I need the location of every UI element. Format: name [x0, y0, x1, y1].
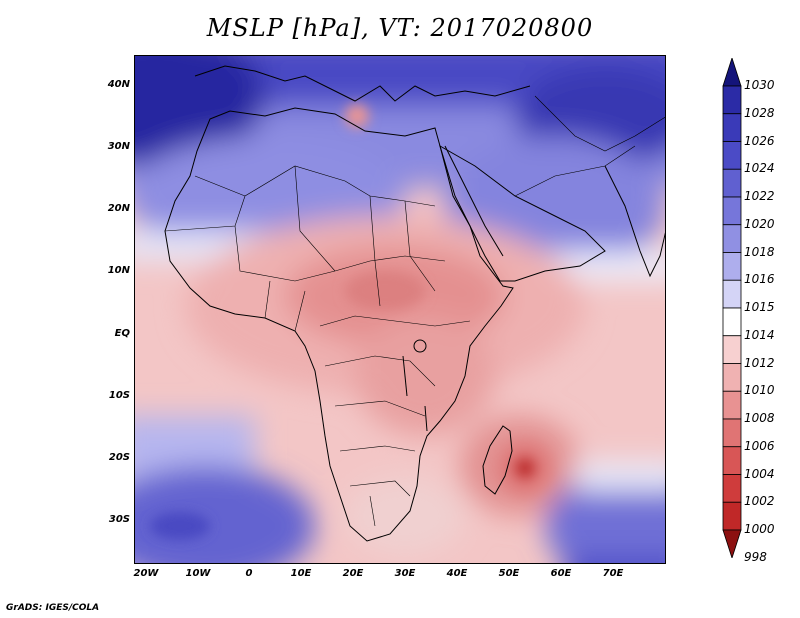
colorbar-swatch [722, 335, 742, 364]
map-title: MSLP [hPa], VT: 2017020800 [206, 14, 594, 42]
colorbar-label: 1006 [744, 438, 775, 453]
lat-label-10n: 10N [107, 265, 130, 276]
colorbar-swatch [722, 113, 742, 142]
lon-label-60e: 60E [550, 568, 572, 579]
lat-label-eq: EQ [114, 328, 130, 339]
colorbar-swatch [722, 501, 742, 531]
colorbar-swatch [722, 307, 742, 337]
lon-label-30e: 30E [394, 568, 416, 579]
colorbar-label: 1014 [744, 327, 775, 342]
colorbar-label: 1030 [744, 78, 775, 92]
colorbar-label: 1010 [744, 383, 775, 398]
lat-label-20n: 20N [107, 203, 130, 214]
lat-label-30s: 30S [108, 514, 130, 525]
colorbar-label: 1020 [744, 216, 775, 231]
colorbar-label: 1028 [744, 105, 775, 120]
colorbar-label: 1002 [744, 494, 775, 509]
colorbar-swatch [722, 279, 742, 309]
lat-label-20s: 20S [108, 452, 130, 463]
colorbar-label: 1016 [744, 272, 775, 287]
pressure-field-map [135, 56, 665, 563]
colorbar-label: 1026 [744, 133, 775, 148]
colorbar-swatch [722, 363, 742, 392]
lat-label-10s: 10S [108, 390, 130, 401]
lon-label-0: 0 [245, 568, 253, 579]
lon-label-50e: 50E [498, 568, 520, 579]
colorbar-label: 1004 [744, 466, 775, 481]
colorbar-top-arrow [722, 58, 742, 87]
colorbar-label: 998 [744, 549, 767, 564]
colorbar-label: 1008 [744, 411, 775, 425]
map-panel [134, 55, 666, 564]
lon-label-20w: 20W [133, 568, 159, 579]
lat-label-40n: 40N [107, 79, 130, 90]
lon-label-40e: 40E [446, 568, 468, 579]
colorbar-swatch [722, 196, 742, 226]
colorbar-swatch [722, 252, 742, 281]
colorbar-swatch [722, 85, 742, 115]
lon-label-10e: 10E [290, 568, 312, 579]
colorbar-swatch [722, 168, 742, 198]
colorbar-label: 1024 [744, 161, 775, 176]
colorbar-swatch [722, 141, 742, 170]
colorbar [722, 58, 742, 558]
lon-label-10w: 10W [185, 568, 211, 579]
colorbar-swatch [722, 474, 742, 503]
colorbar-label: 1015 [744, 300, 775, 314]
coastlines [164, 65, 665, 542]
pressure-cores [150, 104, 553, 540]
colorbar-label: 1000 [744, 522, 775, 536]
lon-label-70e: 70E [602, 568, 624, 579]
colorbar-label: 1022 [744, 189, 775, 203]
grads-credit: GrADS: IGES/COLA [6, 603, 100, 613]
colorbar-swatch [722, 446, 742, 475]
lon-label-20e: 20E [342, 568, 364, 579]
country-borders [164, 95, 665, 527]
colorbar-swatch [722, 418, 742, 448]
colorbar-swatch [722, 224, 742, 253]
lat-label-30n: 30N [107, 141, 130, 152]
colorbar-label: 1012 [744, 355, 775, 370]
colorbar-bottom-arrow [722, 529, 742, 558]
colorbar-label: 1018 [744, 244, 775, 259]
colorbar-swatch [722, 390, 742, 420]
